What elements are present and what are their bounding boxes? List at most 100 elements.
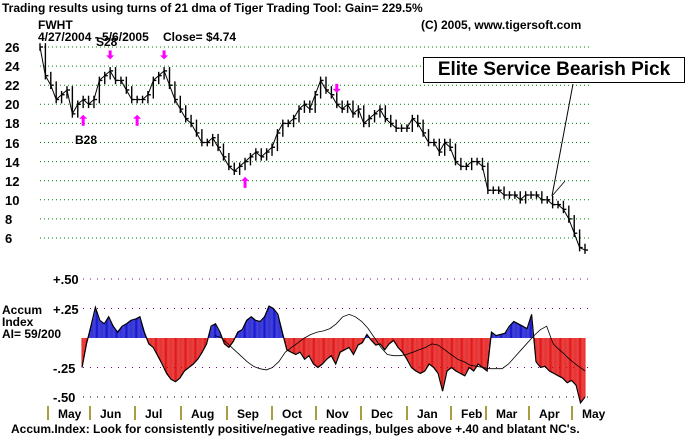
price-connector — [93, 80, 100, 100]
price-connector — [579, 247, 586, 251]
price-connector — [44, 75, 52, 86]
price-tick-label: 10 — [5, 192, 20, 208]
price-connector — [546, 199, 553, 205]
price-connector — [476, 161, 483, 167]
price-connector — [438, 142, 446, 153]
sell-arrow-icon — [160, 50, 169, 60]
accum-tick-label: -.50 — [53, 390, 76, 405]
ticker-label: FWHT — [38, 18, 73, 32]
price-tick-label: 22 — [5, 78, 20, 94]
price-connector — [536, 194, 543, 201]
price-connector — [185, 118, 192, 124]
month-label: Oct — [282, 407, 303, 421]
price-connector — [276, 123, 284, 134]
price-tick-label: 18 — [5, 116, 20, 132]
month-label: Jan — [417, 407, 438, 421]
price-connector — [255, 151, 262, 158]
price-connector — [223, 156, 230, 167]
price-connector — [465, 161, 473, 167]
price-connector — [417, 123, 424, 134]
price-connector — [266, 146, 273, 153]
month-axis — [47, 406, 573, 420]
price-connector — [71, 104, 79, 115]
price-series — [39, 43, 588, 254]
price-connector — [363, 118, 370, 124]
price-connector — [233, 166, 240, 172]
month-label: Feb — [461, 407, 483, 421]
price-connector — [169, 85, 176, 100]
price-connector — [179, 108, 187, 119]
price-connector — [325, 89, 332, 96]
month-label: Dec — [371, 407, 394, 421]
price-connector — [341, 103, 348, 110]
buy-signal-label: B28 — [75, 133, 98, 147]
price-connector — [206, 137, 214, 143]
date-range: 4/27/2004 - 5/6/2005 — [38, 30, 149, 44]
price-connector — [498, 189, 505, 196]
price-connector — [104, 70, 111, 77]
signal-arrows — [79, 50, 341, 188]
accum-label: Accum — [2, 303, 43, 317]
month-label: Jun — [100, 407, 122, 421]
accum-moving-average-line — [214, 313, 586, 372]
price-connector — [293, 108, 300, 119]
price-connector — [406, 118, 413, 129]
price-connector — [196, 132, 203, 143]
month-label: Aug — [191, 407, 215, 421]
price-connector — [82, 99, 89, 105]
month-label: Sep — [237, 407, 260, 421]
price-connector — [250, 151, 257, 158]
price-connector — [190, 123, 197, 134]
accum-index-line — [81, 305, 586, 405]
price-connector — [357, 108, 365, 124]
price-connector — [212, 137, 219, 148]
buy-arrow-icon — [79, 114, 88, 126]
price-connector — [244, 156, 251, 162]
sell-signal-label: S28 — [96, 35, 118, 49]
price-connector — [455, 161, 462, 167]
price-connector — [99, 75, 106, 81]
chart-title: Trading results using turns of 21 dma of… — [2, 1, 423, 15]
accum-bars — [81, 306, 586, 403]
index-label: Index — [2, 315, 34, 329]
price-connector — [287, 118, 294, 124]
price-connector — [61, 89, 68, 96]
price-connector — [158, 70, 165, 77]
price-tick-label: 8 — [5, 211, 13, 227]
price-connector — [120, 80, 127, 91]
price-connector — [228, 166, 235, 172]
price-connector — [568, 218, 575, 234]
price-connector — [352, 108, 359, 115]
price-connector — [39, 46, 46, 76]
price-connector — [573, 233, 581, 248]
price-connector — [368, 113, 375, 119]
buy-arrow-icon — [133, 114, 142, 126]
price-connector — [55, 94, 62, 100]
price-connector — [147, 80, 154, 95]
price-connector — [514, 194, 521, 201]
price-connector — [390, 123, 397, 129]
price-connector — [125, 89, 133, 100]
price-connector — [174, 99, 181, 110]
price-connector — [239, 161, 246, 167]
price-connector — [88, 99, 95, 105]
price-connector — [347, 104, 354, 115]
pick-pointer-line — [551, 83, 574, 197]
price-connector — [433, 142, 440, 153]
copyright: (C) 2005, www.tigersoft.com — [421, 18, 582, 32]
price-connector — [109, 70, 116, 81]
price-connector — [320, 80, 327, 91]
price-connector — [481, 166, 489, 191]
price-tick-label: 6 — [5, 231, 13, 246]
month-label: Apr — [539, 407, 560, 421]
accum-tick-label: +.25 — [53, 301, 79, 317]
accum-footer-note: Accum.Index: Look for consistently posit… — [11, 422, 580, 436]
price-connector — [374, 108, 381, 115]
price-tick-label: 24 — [5, 59, 20, 75]
price-tick-label: 26 — [5, 40, 20, 55]
price-connector — [385, 118, 392, 124]
price-connector — [314, 80, 322, 95]
buy-arrow-icon — [241, 176, 250, 188]
price-connector — [50, 85, 57, 100]
